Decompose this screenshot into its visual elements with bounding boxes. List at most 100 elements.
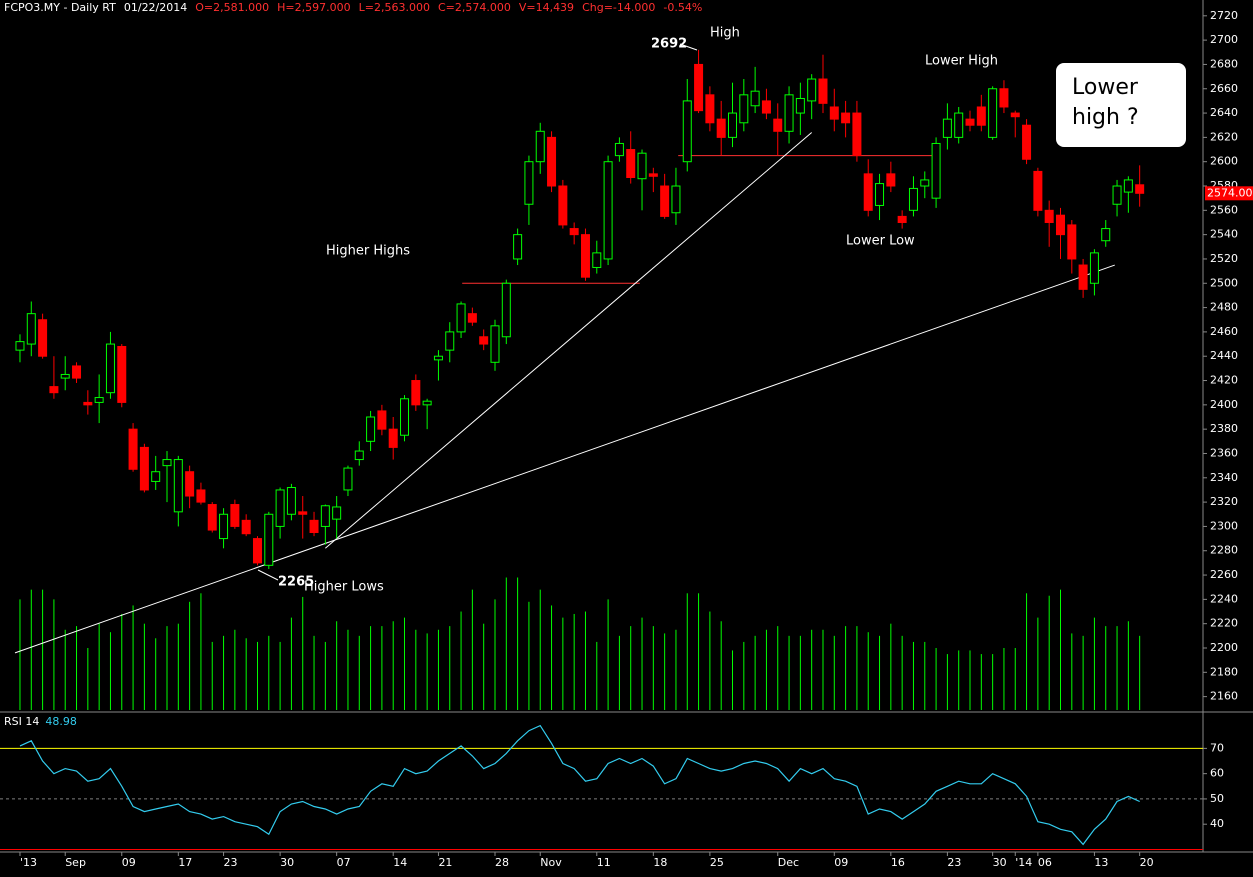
candle-body	[173, 459, 183, 513]
x-tick-label: 06	[1038, 856, 1052, 869]
candle-body	[377, 410, 387, 430]
candle-body	[298, 511, 308, 515]
rsi-line	[19, 724, 1140, 846]
trendline	[325, 132, 812, 549]
y-tick-label: 2660	[1210, 82, 1238, 95]
candle-body	[852, 112, 862, 157]
y-tick-label: 2180	[1210, 665, 1238, 678]
rsi-value: 48.98	[45, 715, 77, 728]
x-tick-label: 21	[438, 856, 452, 869]
candle-body	[580, 234, 590, 278]
annotation: Higher Highs	[326, 244, 410, 259]
annotation: 2692	[651, 37, 687, 52]
y-tick-label: 2220	[1210, 617, 1238, 630]
candle-body	[705, 94, 715, 124]
candle-body	[886, 173, 896, 187]
header-item: C=2,574.000	[438, 1, 511, 14]
candle-body	[1089, 252, 1099, 284]
candle-body	[1022, 124, 1032, 160]
y-tick-label: 2320	[1210, 495, 1238, 508]
y-tick-label: 2400	[1210, 398, 1238, 411]
header-item: -0.54%	[663, 1, 702, 14]
x-tick-label: '13	[20, 856, 37, 869]
candle-body	[252, 538, 262, 564]
annotation: Lower Low	[846, 234, 915, 249]
y-tick-label: 2160	[1210, 690, 1238, 703]
candle-body	[422, 400, 432, 406]
candle-body	[1101, 228, 1111, 242]
candle-body	[1112, 185, 1122, 205]
x-tick-label: Sep	[65, 856, 86, 869]
candle-body	[343, 467, 353, 491]
y-tick-label: 60	[1210, 767, 1224, 780]
candle-body	[750, 90, 760, 107]
candle-body	[366, 416, 376, 442]
candle-body	[569, 228, 579, 236]
x-tick-label: 18	[653, 856, 667, 869]
header: FCPO3.MY - Daily RT 01/22/2014 O=2,581.000…	[4, 1, 702, 14]
candle-body	[1123, 179, 1133, 193]
y-tick-label: 2600	[1210, 155, 1238, 168]
header-item: O=2,581.000	[195, 1, 269, 14]
candle-body	[1067, 224, 1077, 260]
y-tick-label: 2340	[1210, 471, 1238, 484]
candle-body	[501, 282, 511, 338]
annotation: High	[710, 26, 740, 41]
y-tick-label: 2540	[1210, 228, 1238, 241]
candle-body	[773, 118, 783, 132]
y-tick-label: 2620	[1210, 130, 1238, 143]
x-tick-label: 14	[393, 856, 407, 869]
candle-body	[603, 161, 613, 260]
y-tick-label: 2420	[1210, 374, 1238, 387]
candle-body	[241, 519, 251, 535]
x-tick-label: 11	[597, 856, 611, 869]
candle-body	[354, 450, 364, 461]
candle-body	[230, 504, 240, 527]
y-tick-label: 70	[1210, 741, 1224, 754]
candle-body	[219, 513, 229, 540]
candle-body	[456, 303, 466, 333]
x-tick-label: 30	[280, 856, 294, 869]
candle-body	[320, 505, 330, 527]
candle-body	[897, 215, 907, 223]
last-price-label: 2574.000	[1207, 186, 1253, 199]
leader-line	[257, 569, 279, 581]
y-tick-label: 2240	[1210, 592, 1238, 605]
annotation: 2265	[278, 575, 314, 590]
rsi-name: RSI 14	[4, 715, 39, 728]
candle-body	[976, 106, 986, 126]
trendline	[14, 264, 1115, 654]
x-tick-label: 28	[495, 856, 509, 869]
candle-body	[309, 519, 319, 534]
candle-body	[445, 331, 455, 351]
candle-body	[1010, 112, 1020, 118]
x-tick-label: 13	[1094, 856, 1108, 869]
candle-body	[467, 313, 477, 323]
candle-body	[185, 471, 195, 497]
header-item: Chg=-14.000	[582, 1, 655, 14]
candle-body	[965, 118, 975, 126]
annotation: Lower High	[925, 54, 998, 69]
candle-body	[535, 130, 545, 163]
candle-body	[72, 365, 82, 379]
callout-text: Lower high ?	[1072, 75, 1139, 130]
x-tick-label: 17	[178, 856, 192, 869]
y-tick-label: 2300	[1210, 519, 1238, 532]
candle-body	[875, 183, 885, 206]
x-tick-label: 23	[947, 856, 961, 869]
callout: Lower high ?	[1056, 63, 1186, 147]
candle-body	[105, 343, 115, 394]
candle-body	[128, 428, 138, 470]
candle-body	[637, 152, 647, 180]
header-item: H=2,597.000	[277, 1, 350, 14]
candle-body	[207, 504, 217, 531]
y-tick-label: 2680	[1210, 57, 1238, 70]
candle-body	[716, 118, 726, 138]
candle-body	[151, 471, 161, 482]
leader-line	[679, 43, 698, 51]
candle-body	[920, 179, 930, 187]
candle-body	[94, 397, 104, 403]
y-tick-label: 2440	[1210, 349, 1238, 362]
